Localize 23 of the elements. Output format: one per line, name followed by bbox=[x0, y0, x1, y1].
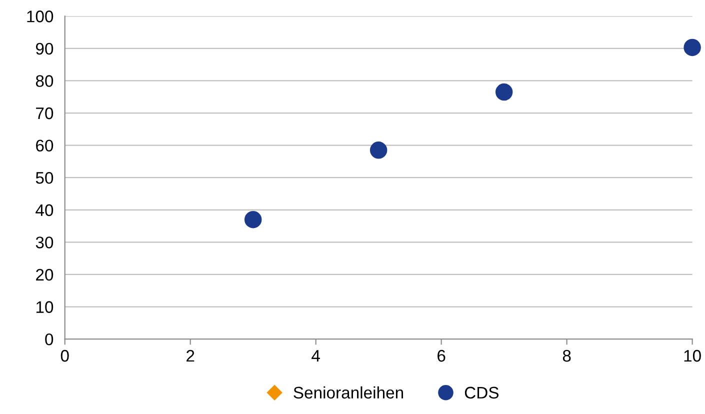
y-tick-label: 50 bbox=[36, 172, 54, 184]
y-tick-label: 80 bbox=[36, 75, 54, 87]
y-tick-label: 10 bbox=[36, 301, 54, 313]
point bbox=[370, 142, 388, 159]
y-tick-label: 40 bbox=[36, 204, 54, 216]
point bbox=[684, 38, 701, 56]
y-tick-label: 20 bbox=[36, 268, 54, 281]
x-tick-label: 8 bbox=[562, 350, 571, 362]
y-tick-label: 30 bbox=[36, 236, 54, 248]
legend-label: Senioranleihen bbox=[294, 386, 404, 399]
point bbox=[244, 210, 262, 228]
y-tick-label: 70 bbox=[36, 107, 54, 120]
y-tick-label: 0 bbox=[45, 333, 54, 346]
legend-label: CDS bbox=[464, 386, 499, 399]
x-tick-label: 0 bbox=[60, 350, 69, 362]
x-tick-label: 10 bbox=[684, 350, 701, 362]
y-tick-label: 100 bbox=[27, 10, 54, 22]
x-tick-label: 6 bbox=[438, 350, 446, 362]
point bbox=[495, 83, 513, 101]
x-tick-label: 2 bbox=[186, 350, 194, 362]
x-tick-label: 4 bbox=[312, 350, 320, 362]
y-tick-label: 90 bbox=[36, 42, 54, 55]
y-tick-label: 60 bbox=[36, 140, 54, 152]
